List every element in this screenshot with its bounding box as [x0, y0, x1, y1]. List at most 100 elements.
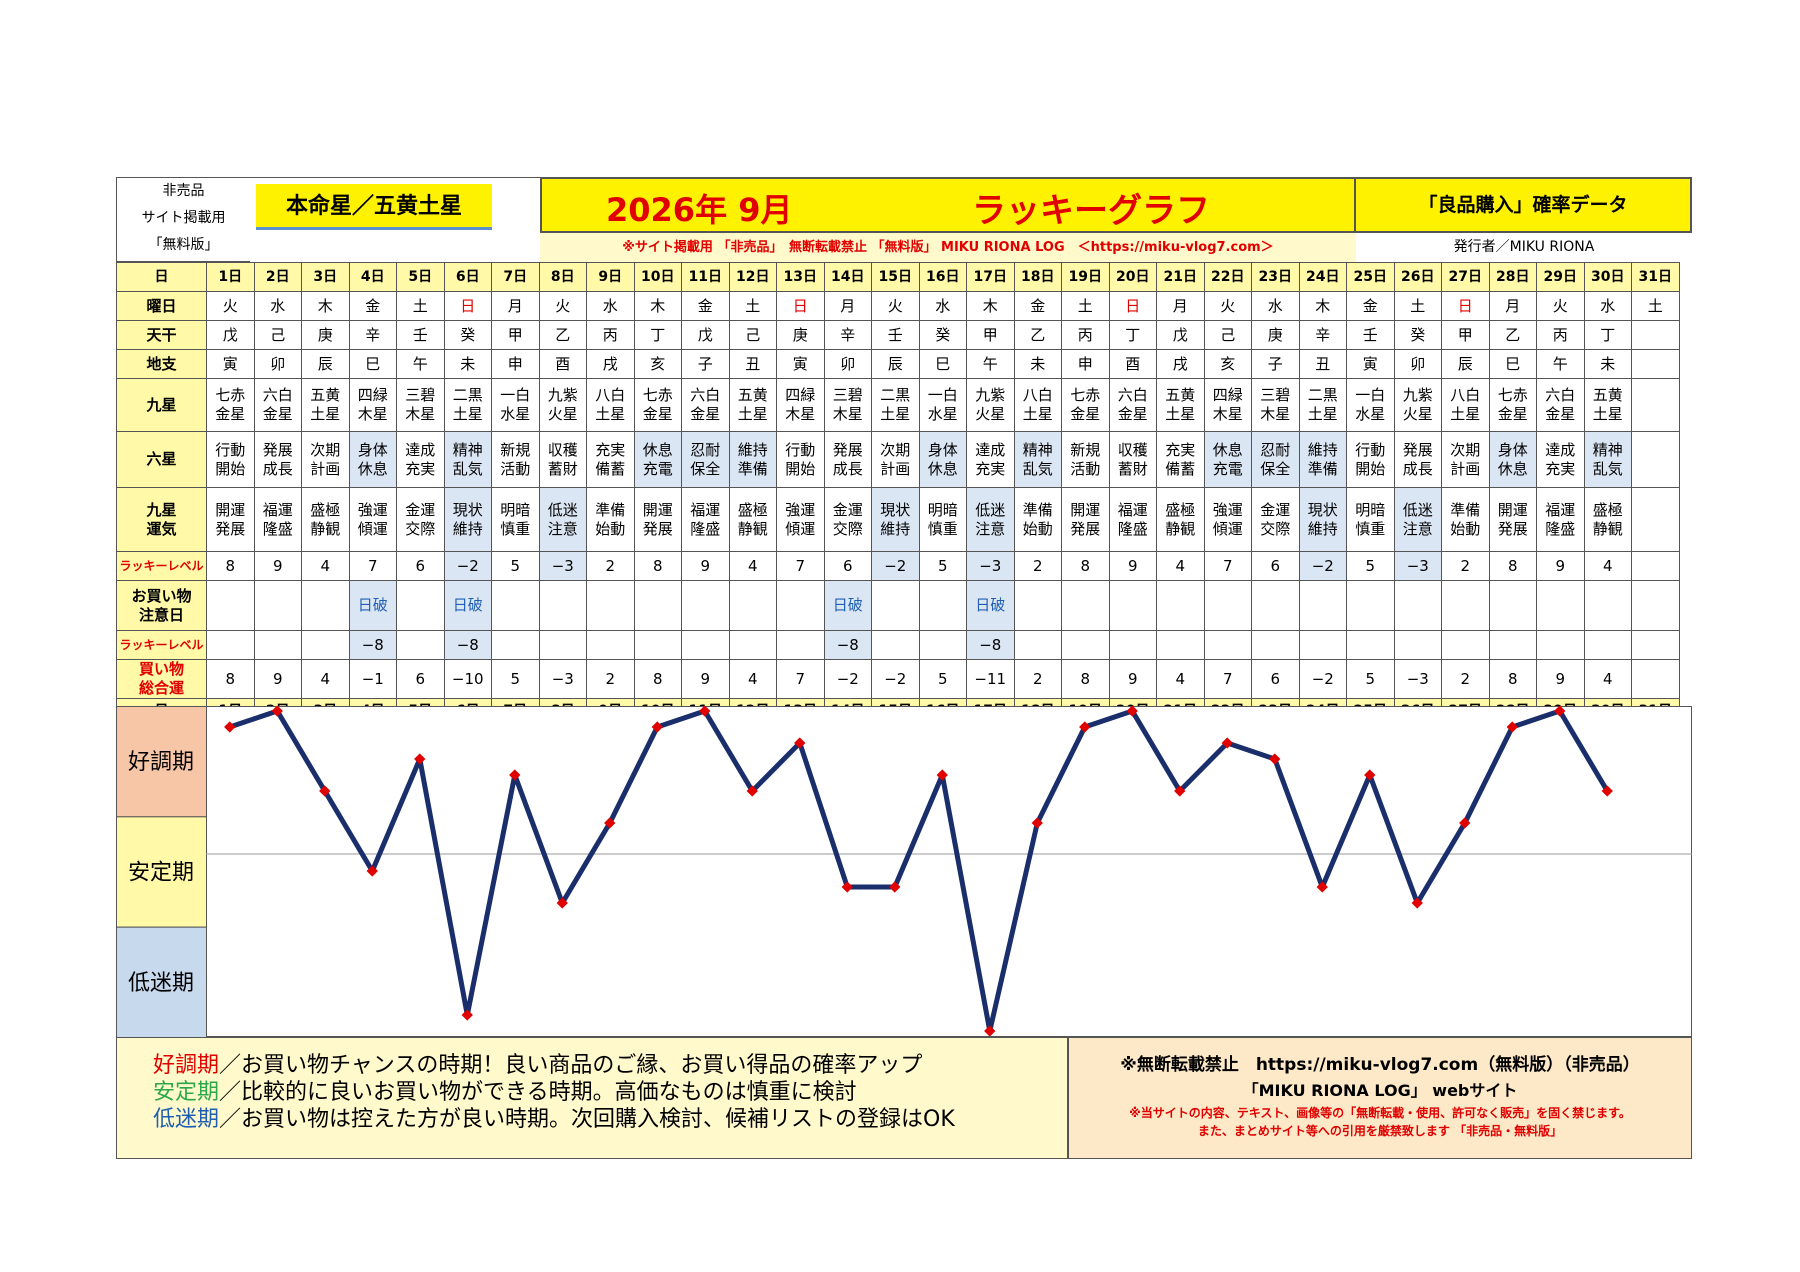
- lucky-level-cell: 5: [491, 551, 540, 581]
- band-swatch: [116, 816, 207, 928]
- total-display-cell: −2: [1298, 659, 1347, 699]
- lucky-level-cell: 4: [301, 551, 350, 581]
- unki-cell: 強運 傾運: [1203, 487, 1252, 552]
- unki-cell: 現状 維持: [1298, 487, 1347, 552]
- total-display-cell: 4: [1156, 659, 1205, 699]
- total-display-cell: −1: [348, 659, 397, 699]
- tenkan-cell: 辛: [348, 320, 397, 350]
- unki-cell: 福運 隆盛: [1536, 487, 1585, 552]
- data-point: [1126, 706, 1138, 717]
- unki-cell: 低迷 注意: [966, 487, 1015, 552]
- row-label-unki: 九星 運気: [116, 487, 207, 552]
- data-point: [1601, 785, 1613, 797]
- lucky-level2-cell: −8: [348, 630, 397, 660]
- unki-cell: 福運 隆盛: [681, 487, 730, 552]
- kyusei-cell: 二黒 土星: [443, 378, 492, 432]
- rokusei-cell: 発展 成長: [1393, 431, 1442, 488]
- chishi-cell: 丑: [728, 349, 777, 379]
- days-cell: 26日: [1393, 262, 1442, 292]
- kyusei-cell: 六白 金星: [681, 378, 730, 432]
- total-display-cell: 2: [1441, 659, 1490, 699]
- total-display-cell: 9: [253, 659, 302, 699]
- unki-cell: 明暗 慎重: [918, 487, 967, 552]
- chishi-cell: 丑: [1298, 349, 1347, 379]
- lucky-level2-cell: [1298, 630, 1347, 660]
- lucky-level2-cell: [206, 630, 255, 660]
- days-cell: 6日: [443, 262, 492, 292]
- caution-cell: [253, 580, 302, 631]
- lucky-level2-cell: [1488, 630, 1537, 660]
- total-display-cell: 5: [1346, 659, 1395, 699]
- lucky-level-cell: 6: [1251, 551, 1300, 581]
- chishi-cell: 午: [396, 349, 445, 379]
- unki-cell: 低迷 注意: [538, 487, 587, 552]
- legend-stable-text: ／比較的に良いお買い物ができる時期。高価なものは慎重に検討: [219, 1080, 857, 1105]
- kyusei-cell: 六白 金星: [253, 378, 302, 432]
- days-cell: 20日: [1108, 262, 1157, 292]
- unki-cell: 現状 維持: [871, 487, 920, 552]
- kyusei-cell: 三碧 木星: [823, 378, 872, 432]
- caution-cell: [1631, 580, 1680, 631]
- chishi-cell: 酉: [538, 349, 587, 379]
- chishi-cell: 巳: [1488, 349, 1537, 379]
- lucky-level-cell: −3: [1393, 551, 1442, 581]
- days-cell: 10日: [633, 262, 682, 292]
- row-label-kyusei: 九星: [116, 378, 207, 432]
- caution-cell: [1393, 580, 1442, 631]
- weekdays-cell: 木: [1298, 291, 1347, 321]
- total-display-cell: 4: [1583, 659, 1632, 699]
- kyusei-cell: 六白 金星: [1108, 378, 1157, 432]
- caution-cell: [633, 580, 682, 631]
- rokusei-cell: 身体 休息: [1488, 431, 1537, 488]
- days-cell: 22日: [1203, 262, 1252, 292]
- unki-cell: 開運 発展: [1061, 487, 1110, 552]
- lucky-level2-cell: [776, 630, 825, 660]
- weekdays-cell: 月: [1156, 291, 1205, 321]
- legend-good-text: ／お買い物チャンスの時期！良い商品のご縁、お買い得品の確率アップ: [219, 1053, 923, 1078]
- rokusei-cell: [1631, 431, 1680, 488]
- weekdays-cell: 月: [823, 291, 872, 321]
- lucky-level-cell: 7: [1203, 551, 1252, 581]
- lucky-level-cell: 2: [1013, 551, 1062, 581]
- rokusei-cell: 休息 充電: [1203, 431, 1252, 488]
- weekdays-cell: 水: [253, 291, 302, 321]
- weekdays-cell: 土: [1061, 291, 1110, 321]
- weekdays-cell: 土: [728, 291, 777, 321]
- total-display-cell: 6: [396, 659, 445, 699]
- lucky-level2-cell: [633, 630, 682, 660]
- data-point: [841, 881, 853, 893]
- unki-cell: 開運 発展: [206, 487, 255, 552]
- tenkan-cell: 辛: [823, 320, 872, 350]
- days-cell: 5日: [396, 262, 445, 292]
- chishi-cell: 午: [966, 349, 1015, 379]
- days-cell: 15日: [871, 262, 920, 292]
- weekdays-cell: 水: [1251, 291, 1300, 321]
- legend-low-text: ／お買い物は控えた方が良い時期。次回購入検討、候補リストの登録はOK: [219, 1107, 955, 1132]
- lucky-level2-cell: [253, 630, 302, 660]
- total-display-cell: −2: [823, 659, 872, 699]
- star-label-box: 本命星／五黄土星: [256, 184, 492, 230]
- caution-cell: 日破: [348, 580, 397, 631]
- kyusei-cell: 九紫 火星: [1393, 378, 1442, 432]
- rokusei-cell: 行動 開始: [206, 431, 255, 488]
- rokusei-cell: 忍耐 保全: [681, 431, 730, 488]
- caution-cell: [1251, 580, 1300, 631]
- total-display-cell: 8: [1488, 659, 1537, 699]
- lucky-level-cell: 2: [1441, 551, 1490, 581]
- tenkan-cell: 丙: [586, 320, 635, 350]
- row-label-tenkan: 天干: [116, 320, 207, 350]
- unki-cell: 盛極 静観: [301, 487, 350, 552]
- row-label-total: 買い物 総合運: [116, 659, 207, 699]
- rokusei-cell: 休息 充電: [633, 431, 682, 488]
- rokusei-cell: 新規 活動: [1061, 431, 1110, 488]
- chishi-cell: 卯: [1393, 349, 1442, 379]
- kyusei-cell: [1631, 378, 1680, 432]
- caution-cell: [871, 580, 920, 631]
- caution-cell: [1108, 580, 1157, 631]
- weekdays-cell: 木: [966, 291, 1015, 321]
- lucky-level2-cell: [1346, 630, 1395, 660]
- lucky-level-cell: −3: [966, 551, 1015, 581]
- tenkan-cell: 乙: [1488, 320, 1537, 350]
- weekdays-cell: 木: [301, 291, 350, 321]
- chishi-cell: 寅: [776, 349, 825, 379]
